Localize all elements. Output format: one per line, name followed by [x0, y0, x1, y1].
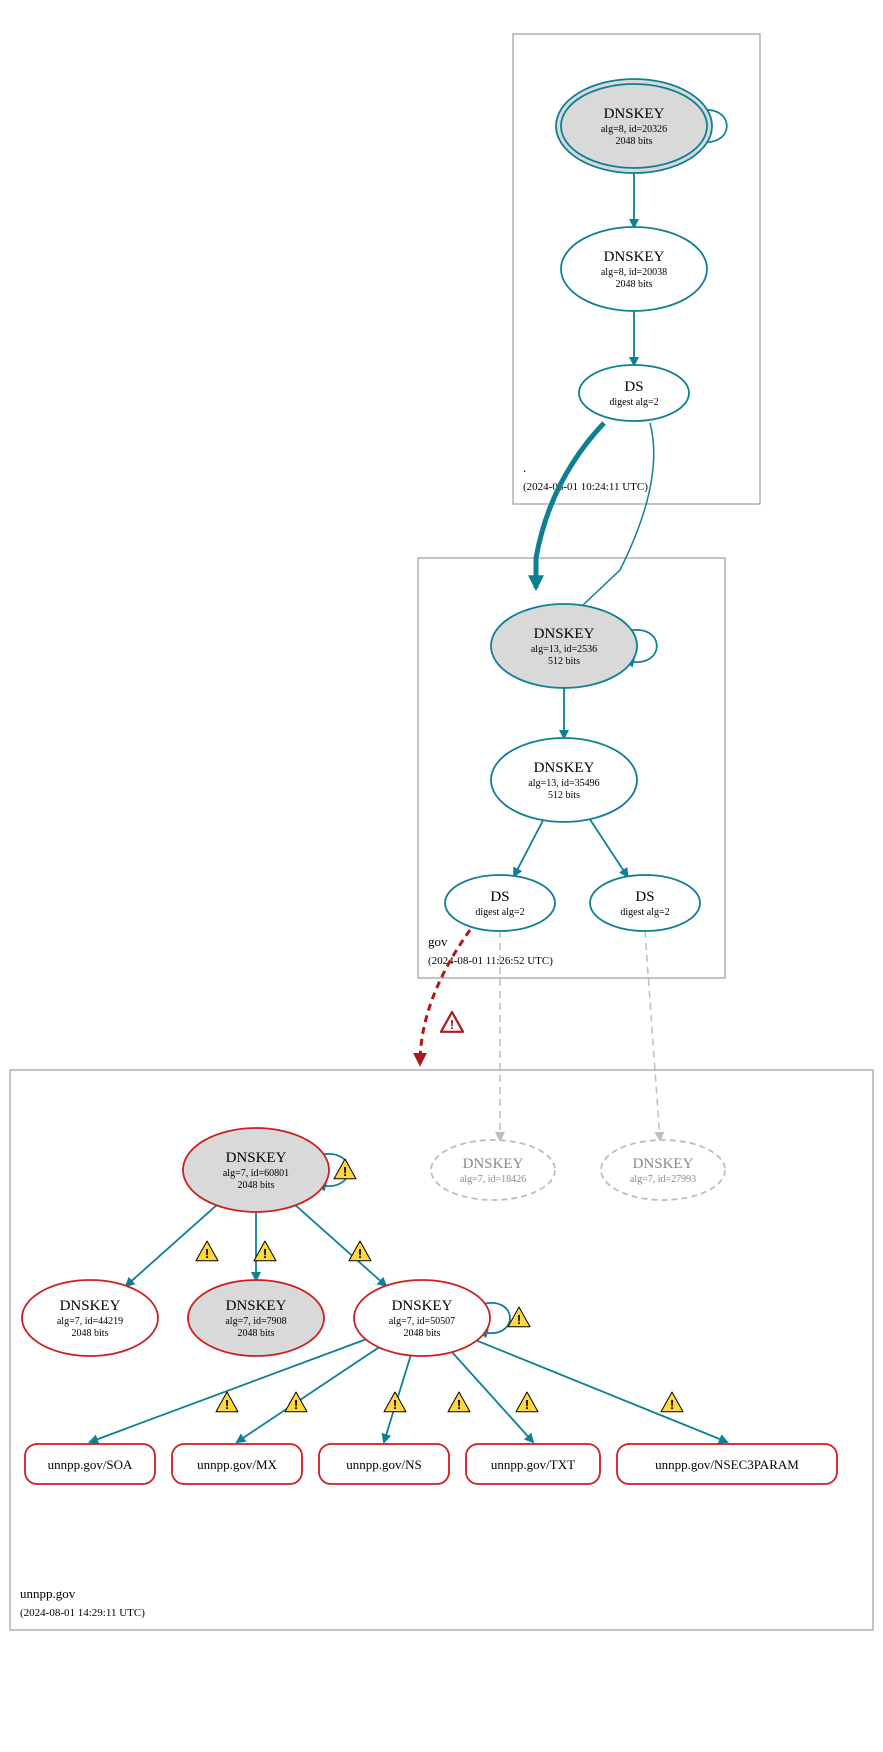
- svg-text:512 bits: 512 bits: [548, 656, 580, 667]
- svg-text:!: !: [450, 1017, 454, 1032]
- node-root-ds: DS digest alg=2: [579, 365, 689, 421]
- svg-text:2048 bits: 2048 bits: [72, 1328, 109, 1339]
- node-un-50507: DNSKEY alg=7, id=505072048 bits: [354, 1280, 490, 1356]
- warn-icon: !: [196, 1241, 218, 1261]
- svg-text:!: !: [393, 1397, 397, 1412]
- svg-text:unnpp.gov/TXT: unnpp.gov/TXT: [491, 1457, 575, 1472]
- svg-text:!: !: [343, 1164, 347, 1179]
- warn-icon: !: [349, 1241, 371, 1261]
- svg-text:DNSKEY: DNSKEY: [463, 1156, 524, 1172]
- svg-text:2048 bits: 2048 bits: [238, 1180, 275, 1191]
- svg-text:DS: DS: [490, 889, 509, 905]
- rrset-rr-txt: unnpp.gov/TXT: [466, 1444, 600, 1484]
- svg-text:alg=7, id=50507: alg=7, id=50507: [389, 1316, 455, 1327]
- svg-text:alg=7, id=18426: alg=7, id=18426: [460, 1174, 526, 1185]
- svg-text:DNSKEY: DNSKEY: [604, 249, 665, 265]
- svg-text:2048 bits: 2048 bits: [238, 1328, 275, 1339]
- warn-icon: !: [384, 1392, 406, 1412]
- rrset-rr-mx: unnpp.gov/MX: [172, 1444, 302, 1484]
- svg-text:!: !: [457, 1397, 461, 1412]
- rrset-rr-nsec3: unnpp.gov/NSEC3PARAM: [617, 1444, 837, 1484]
- node-root-zsk: DNSKEY alg=8, id=200382048 bits: [561, 227, 707, 311]
- warn-icon: !: [285, 1392, 307, 1412]
- node-un-g2: DNSKEY alg=7, id=27993: [601, 1140, 725, 1200]
- svg-text:2048 bits: 2048 bits: [616, 279, 653, 290]
- warn-icon: !: [661, 1392, 683, 1412]
- svg-text:alg=13, id=35496: alg=13, id=35496: [528, 778, 599, 789]
- svg-text:alg=7, id=27993: alg=7, id=27993: [630, 1174, 696, 1185]
- svg-text:DS: DS: [624, 379, 643, 395]
- svg-text:!: !: [525, 1397, 529, 1412]
- svg-text:!: !: [670, 1397, 674, 1412]
- node-gov-ksk: DNSKEY alg=13, id=2536512 bits: [491, 604, 637, 688]
- svg-text:alg=7, id=44219: alg=7, id=44219: [57, 1316, 123, 1327]
- svg-text:!: !: [263, 1246, 267, 1261]
- svg-text:DNSKEY: DNSKEY: [226, 1298, 287, 1314]
- rrset-rr-soa: unnpp.gov/SOA: [25, 1444, 155, 1484]
- warn-icon: !: [334, 1159, 356, 1179]
- svg-text:unnpp.gov: unnpp.gov: [20, 1586, 76, 1601]
- svg-text:!: !: [358, 1246, 362, 1261]
- svg-text:digest alg=2: digest alg=2: [475, 907, 524, 918]
- svg-text:.: .: [523, 460, 526, 475]
- node-gov-ds2: DS digest alg=2: [590, 875, 700, 931]
- svg-text:unnpp.gov/NS: unnpp.gov/NS: [346, 1457, 421, 1472]
- svg-text:DNSKEY: DNSKEY: [534, 626, 595, 642]
- rrset-rr-ns: unnpp.gov/NS: [319, 1444, 449, 1484]
- svg-text:2048 bits: 2048 bits: [616, 136, 653, 147]
- node-un-44219: DNSKEY alg=7, id=442192048 bits: [22, 1280, 158, 1356]
- error-icon: !: [441, 1012, 463, 1032]
- warn-icon: !: [448, 1392, 470, 1412]
- svg-text:unnpp.gov/SOA: unnpp.gov/SOA: [48, 1457, 133, 1472]
- svg-text:2048 bits: 2048 bits: [404, 1328, 441, 1339]
- node-root-ksk: DNSKEY alg=8, id=203262048 bits: [556, 79, 712, 173]
- warn-icon: !: [508, 1307, 530, 1327]
- svg-text:gov: gov: [428, 934, 448, 949]
- svg-text:DNSKEY: DNSKEY: [604, 106, 665, 122]
- warn-icon: !: [516, 1392, 538, 1412]
- svg-text:DNSKEY: DNSKEY: [534, 760, 595, 776]
- svg-text:unnpp.gov/NSEC3PARAM: unnpp.gov/NSEC3PARAM: [655, 1457, 799, 1472]
- svg-text:DNSKEY: DNSKEY: [60, 1298, 121, 1314]
- node-gov-zsk: DNSKEY alg=13, id=35496512 bits: [491, 738, 637, 822]
- svg-text:(2024-08-01 14:29:11 UTC): (2024-08-01 14:29:11 UTC): [20, 1607, 145, 1619]
- svg-text:DNSKEY: DNSKEY: [633, 1156, 694, 1172]
- svg-text:unnpp.gov/MX: unnpp.gov/MX: [197, 1457, 277, 1472]
- svg-text:alg=8, id=20326: alg=8, id=20326: [601, 124, 667, 135]
- svg-text:(2024-08-01 10:24:11 UTC): (2024-08-01 10:24:11 UTC): [523, 481, 648, 493]
- svg-text:DNSKEY: DNSKEY: [226, 1150, 287, 1166]
- svg-text:!: !: [225, 1397, 229, 1412]
- svg-text:DNSKEY: DNSKEY: [392, 1298, 453, 1314]
- svg-text:digest alg=2: digest alg=2: [609, 397, 658, 408]
- dnssec-diagram: . (2024-08-01 10:24:11 UTC) gov (2024-08-01…: [0, 0, 883, 1752]
- node-gov-ds1: DS digest alg=2: [445, 875, 555, 931]
- svg-text:!: !: [294, 1397, 298, 1412]
- svg-text:!: !: [517, 1312, 521, 1327]
- svg-text:512 bits: 512 bits: [548, 790, 580, 801]
- warn-icon: !: [216, 1392, 238, 1412]
- node-un-ksk: DNSKEY alg=7, id=608012048 bits: [183, 1128, 329, 1212]
- node-un-g1: DNSKEY alg=7, id=18426: [431, 1140, 555, 1200]
- svg-text:digest alg=2: digest alg=2: [620, 907, 669, 918]
- svg-text:DS: DS: [635, 889, 654, 905]
- svg-text:alg=7, id=60801: alg=7, id=60801: [223, 1168, 289, 1179]
- svg-text:alg=13, id=2536: alg=13, id=2536: [531, 644, 597, 655]
- node-un-7908: DNSKEY alg=7, id=79082048 bits: [188, 1280, 324, 1356]
- svg-text:alg=7, id=7908: alg=7, id=7908: [225, 1316, 286, 1327]
- warn-icon: !: [254, 1241, 276, 1261]
- svg-text:!: !: [205, 1246, 209, 1261]
- svg-text:alg=8, id=20038: alg=8, id=20038: [601, 267, 667, 278]
